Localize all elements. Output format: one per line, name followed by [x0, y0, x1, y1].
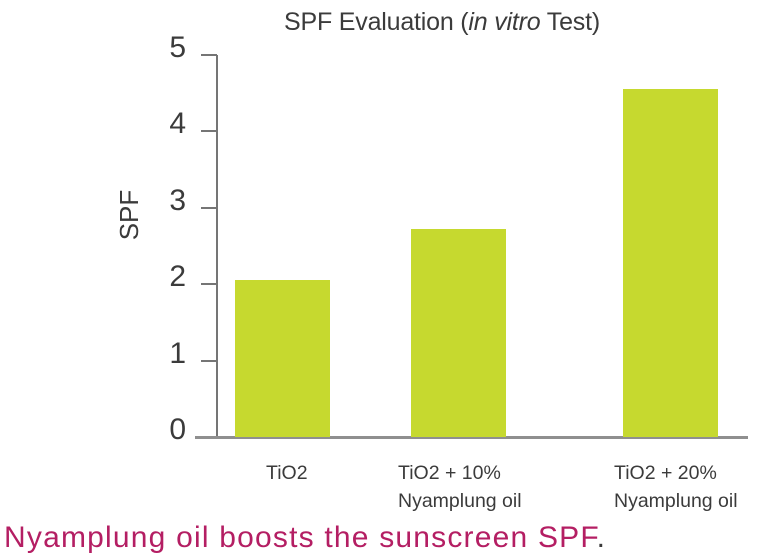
x-tick-label-line: Nyamplung oil — [398, 490, 522, 512]
x-tick-label-1: TiO2 — [266, 459, 308, 487]
y-tick-label-3: 3 — [169, 183, 186, 217]
bar-1 — [235, 280, 330, 437]
y-tick-label-0: 0 — [169, 413, 186, 446]
chart-title: SPF Evaluation (in vitro Test) — [112, 6, 772, 38]
x-tick-label-line: TiO2 — [266, 462, 308, 484]
caption: Nyamplung oil boosts the sunscreen SPF. — [4, 520, 606, 556]
y-tick-mark-2 — [201, 283, 217, 286]
y-tick-mark-4 — [201, 130, 217, 133]
x-tick-label-3: TiO2 + 20% Nyamplung oil — [614, 459, 738, 515]
bar-2 — [411, 229, 506, 437]
y-tick-mark-1 — [201, 359, 217, 362]
caption-period: . — [596, 521, 607, 554]
x-axis-baseline — [195, 436, 748, 439]
chart-title-italic: in vitro — [468, 8, 541, 36]
y-tick-label-5: 5 — [169, 31, 186, 64]
y-axis-line — [216, 55, 218, 437]
y-tick-label-4: 4 — [169, 107, 186, 141]
y-tick-mark-3 — [201, 206, 217, 209]
x-tick-label-line: TiO2 + 20% — [614, 462, 717, 484]
y-tick-mark-5 — [201, 54, 217, 56]
caption-text: Nyamplung oil boosts the sunscreen SPF — [4, 521, 597, 554]
x-tick-label-line: Nyamplung oil — [614, 490, 738, 512]
chart-title-suffix: Test) — [540, 8, 600, 36]
x-tick-label-2: TiO2 + 10% Nyamplung oil — [398, 459, 522, 515]
bar-3 — [623, 89, 718, 437]
x-tick-label-line: TiO2 + 10% — [398, 462, 501, 484]
y-tick-label-2: 2 — [169, 260, 186, 294]
chart-title-prefix: SPF Evaluation ( — [284, 8, 469, 36]
y-tick-label-1: 1 — [169, 336, 186, 370]
